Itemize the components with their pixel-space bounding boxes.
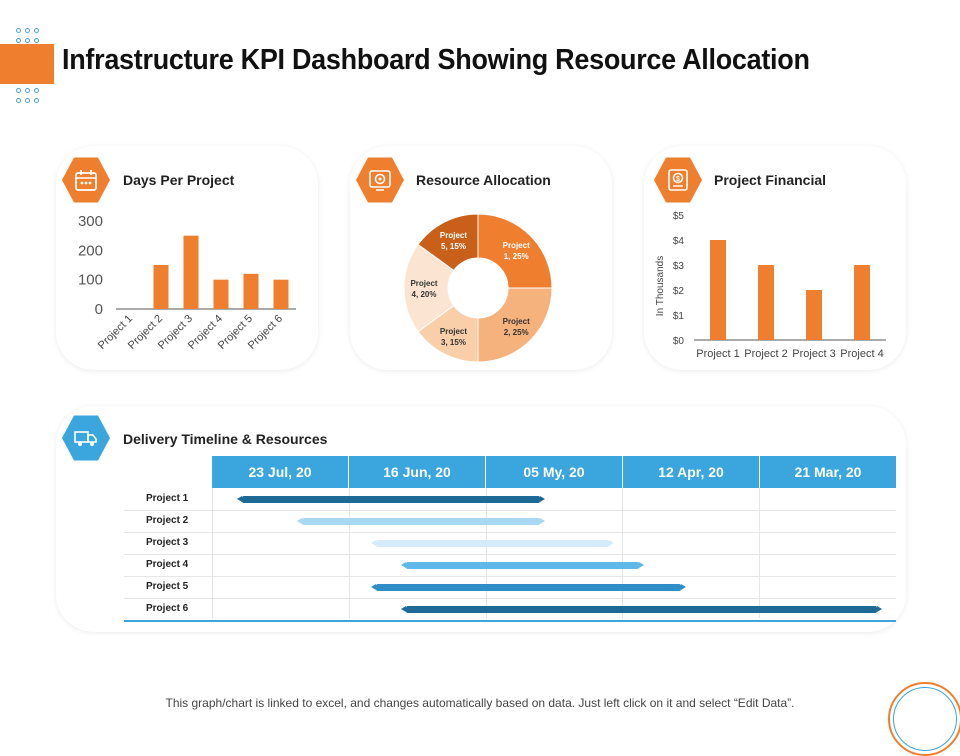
bar-project-3 bbox=[183, 235, 199, 309]
decorative-circle-inner bbox=[893, 687, 957, 751]
gantt-column-header: 05 My, 20 bbox=[486, 456, 623, 488]
x-tick-label: Project 2 bbox=[744, 348, 787, 360]
bar-project-4 bbox=[213, 279, 229, 309]
bar-project-1 bbox=[710, 240, 726, 340]
gantt-header: 23 Jul, 20 16 Jun, 20 05 My, 20 12 Apr, 20 2… bbox=[212, 456, 896, 488]
bar-project-6 bbox=[273, 279, 289, 309]
slice-project-5 bbox=[417, 213, 479, 272]
dot bbox=[16, 88, 21, 93]
gantt-bar-project-4 bbox=[401, 562, 644, 569]
dot bbox=[16, 28, 21, 33]
y-tick-label: $5 bbox=[673, 211, 685, 222]
slice-label: Project bbox=[503, 241, 530, 250]
gantt-gridline bbox=[485, 488, 487, 618]
dot bbox=[34, 28, 39, 33]
slice-label: Project bbox=[440, 327, 467, 336]
slice-label: 3, 15% bbox=[441, 338, 466, 347]
gantt-row-label: Project 5 bbox=[146, 581, 189, 592]
y-tick-label: 200 bbox=[78, 242, 103, 259]
dot bbox=[25, 38, 30, 43]
gantt-row: Project 1 bbox=[124, 489, 896, 511]
bar-project-3 bbox=[806, 290, 822, 340]
slice-label: Project bbox=[503, 317, 530, 326]
gantt-row: Project 5 bbox=[124, 577, 896, 599]
project-financial-title: Project Financial bbox=[714, 172, 827, 188]
gantt-row: Project 2 bbox=[124, 511, 896, 533]
gantt-column-header: 21 Mar, 20 bbox=[760, 456, 896, 488]
y-tick-label: 300 bbox=[78, 213, 103, 230]
gantt-row-label: Project 4 bbox=[146, 559, 189, 570]
resource-allocation-title: Resource Allocation bbox=[416, 172, 551, 188]
y-tick-label: $3 bbox=[673, 261, 685, 272]
dot bbox=[34, 88, 39, 93]
gantt-row: Project 3 bbox=[124, 533, 896, 555]
gantt-column-header: 23 Jul, 20 bbox=[212, 456, 349, 488]
gantt-gridline bbox=[348, 488, 350, 618]
gantt-gridline bbox=[212, 488, 213, 618]
days-per-project-title: Days Per Project bbox=[123, 172, 235, 188]
dot bbox=[25, 98, 30, 103]
slice-label: 1, 25% bbox=[504, 252, 529, 261]
project-financial-chart: $0 $1 $2 $3 $4 $5 In Thousands Project 1 Project… bbox=[655, 211, 886, 360]
gantt-row-label: Project 3 bbox=[146, 537, 189, 548]
gantt-row-label: Project 1 bbox=[146, 493, 189, 504]
resource-allocation-chart: Project 1, 25% Project 2, 25% Project 3, 15% P… bbox=[403, 213, 553, 363]
y-tick-label: 100 bbox=[78, 272, 103, 289]
slice-project-1 bbox=[477, 213, 553, 289]
slice-label: Project bbox=[410, 279, 437, 288]
slice-label: 4, 20% bbox=[412, 290, 437, 299]
slice-label: 5, 15% bbox=[441, 242, 466, 251]
gantt-row-label: Project 2 bbox=[146, 515, 189, 526]
x-tick-label: Project 1 bbox=[696, 348, 739, 360]
gantt-row: Project 6 bbox=[124, 599, 896, 622]
dot bbox=[16, 38, 21, 43]
bar-project-2 bbox=[758, 265, 774, 340]
bar-project-2 bbox=[153, 265, 169, 309]
y-tick-label: $4 bbox=[673, 236, 685, 247]
y-tick-label: $1 bbox=[673, 311, 685, 322]
target-icon bbox=[356, 157, 404, 203]
page-title: Infrastructure KPI Dashboard Showing Res… bbox=[62, 44, 810, 76]
dot bbox=[25, 28, 30, 33]
calendar-icon bbox=[62, 157, 110, 203]
footer-note: This graph/chart is linked to excel, and… bbox=[165, 696, 795, 710]
gantt-gridline bbox=[759, 488, 761, 618]
gantt-column-header: 12 Apr, 20 bbox=[623, 456, 760, 488]
gantt-row: Project 4 bbox=[124, 555, 896, 577]
y-tick-label: $0 bbox=[673, 336, 685, 347]
y-tick-label: 0 bbox=[95, 301, 103, 318]
dot bbox=[25, 88, 30, 93]
slice-label: 2, 25% bbox=[504, 328, 529, 337]
y-axis-label: In Thousands bbox=[655, 256, 666, 316]
gantt-bar-project-5 bbox=[371, 584, 687, 591]
bar-project-4 bbox=[854, 265, 870, 340]
y-tick-label: $2 bbox=[673, 286, 685, 297]
dot bbox=[16, 98, 21, 103]
gantt-gridline bbox=[622, 488, 624, 618]
x-tick-label: Project 4 bbox=[840, 348, 883, 360]
dollar-document-icon: $ bbox=[654, 157, 702, 203]
x-tick-label: Project 3 bbox=[792, 348, 835, 360]
gantt-row-label: Project 6 bbox=[146, 603, 189, 614]
gantt-bar-project-6 bbox=[401, 606, 882, 613]
decorative-square bbox=[0, 44, 54, 84]
delivery-timeline-title: Delivery Timeline & Resources bbox=[123, 431, 328, 447]
slice-project-2 bbox=[477, 287, 553, 363]
dot bbox=[34, 38, 39, 43]
dot bbox=[34, 98, 39, 103]
slice-label: Project bbox=[440, 231, 467, 240]
gantt-column-header: 16 Jun, 20 bbox=[349, 456, 486, 488]
gantt-bar-project-2 bbox=[297, 518, 546, 525]
gantt-bar-project-1 bbox=[237, 496, 546, 503]
gantt-bar-project-3 bbox=[371, 540, 614, 547]
svg-text:$: $ bbox=[676, 176, 680, 183]
bar-project-5 bbox=[243, 273, 259, 309]
